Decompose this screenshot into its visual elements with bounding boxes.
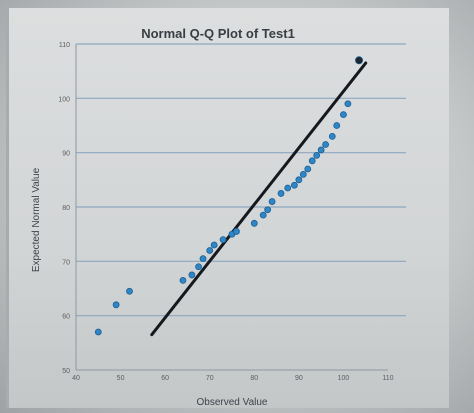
data-point bbox=[94, 328, 102, 336]
data-point bbox=[299, 170, 307, 178]
data-point bbox=[322, 141, 330, 148]
gridlines bbox=[76, 43, 406, 317]
x-tick-label: 70 bbox=[206, 375, 214, 382]
x-tick-label: 100 bbox=[338, 375, 350, 382]
y-tick-label: 70 bbox=[62, 259, 70, 266]
data-point bbox=[250, 219, 258, 227]
reference-line bbox=[150, 61, 368, 337]
x-tick-label: 40 bbox=[72, 375, 80, 382]
data-point bbox=[308, 157, 316, 165]
y-tick-label: 80 bbox=[62, 205, 70, 212]
data-point bbox=[277, 190, 285, 197]
y-tick-label: 50 bbox=[62, 368, 70, 375]
data-point bbox=[313, 151, 321, 159]
data-point bbox=[112, 301, 120, 309]
x-tick-label: 110 bbox=[382, 375, 393, 382]
data-point bbox=[317, 146, 325, 154]
y-tick-label: 100 bbox=[58, 96, 70, 103]
data-point bbox=[126, 287, 133, 295]
data-point bbox=[195, 263, 202, 271]
x-tick-labels: 40 50 60 70 80 90 100 110 bbox=[72, 375, 394, 382]
data-point bbox=[219, 236, 227, 244]
data-point bbox=[179, 276, 187, 284]
data-point bbox=[328, 132, 336, 140]
data-point bbox=[333, 122, 341, 129]
data-point bbox=[304, 165, 312, 173]
x-tick-label: 80 bbox=[250, 375, 258, 382]
data-point bbox=[284, 184, 292, 192]
data-point bbox=[340, 111, 347, 119]
data-point bbox=[233, 228, 240, 235]
data-point bbox=[355, 56, 364, 65]
data-point bbox=[210, 241, 218, 249]
y-tick-label: 90 bbox=[62, 151, 70, 158]
x-tick-label: 50 bbox=[117, 375, 125, 382]
data-point bbox=[259, 211, 267, 219]
data-point bbox=[268, 198, 276, 205]
data-point bbox=[206, 247, 214, 254]
y-tick-label: 60 bbox=[62, 314, 70, 321]
y-tick-label: 110 bbox=[59, 42, 70, 49]
data-point bbox=[295, 176, 303, 184]
data-points bbox=[94, 56, 364, 336]
data-point bbox=[188, 271, 196, 279]
x-tick-label: 60 bbox=[161, 375, 169, 382]
x-tick-label: 90 bbox=[295, 375, 303, 382]
chart-title: Normal Q-Q Plot of Test1 bbox=[141, 26, 295, 41]
x-axis-label: Observed Value bbox=[197, 397, 268, 408]
data-point bbox=[264, 206, 272, 214]
y-tick-labels: 50 60 70 80 90 100 110 bbox=[58, 42, 70, 375]
data-point bbox=[290, 181, 298, 189]
data-point bbox=[344, 100, 352, 108]
y-axis-label: Expected Normal Value bbox=[31, 167, 42, 272]
data-point bbox=[199, 255, 207, 263]
chart-frame bbox=[6, 8, 449, 408]
